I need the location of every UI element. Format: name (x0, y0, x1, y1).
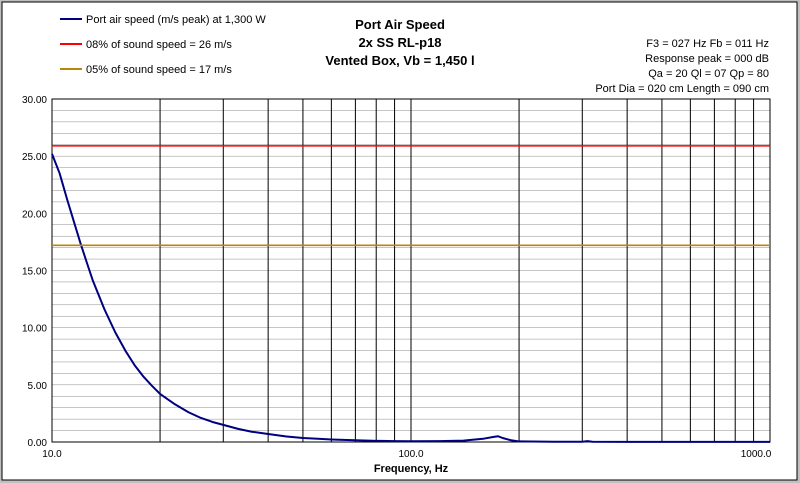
info-line-3: Port Dia = 020 cm Length = 090 cm (595, 83, 769, 95)
y-tick-label: 15.00 (22, 267, 47, 278)
y-tick-label: 5.00 (28, 381, 48, 392)
x-tick-label: 10.0 (42, 449, 62, 460)
info-box: F3 = 027 Hz Fb = 011 Hz Response peak = 0… (595, 38, 769, 95)
grid-lines (52, 99, 770, 442)
info-line-1: Response peak = 000 dB (645, 53, 769, 65)
legend-entry-1: 08% of sound speed = 26 m/s (86, 39, 232, 51)
legend-entry-2: 05% of sound speed = 17 m/s (86, 64, 232, 76)
x-axis-label: Frequency, Hz (374, 463, 449, 475)
y-tick-label: 30.00 (22, 95, 47, 106)
y-tick-labels: 0.00 5.00 10.00 15.00 20.00 25.00 30.00 (22, 95, 47, 449)
title-line-1: 2x SS RL-p18 (358, 35, 441, 50)
series-line-0 (51, 153, 770, 443)
chart-title: Port Air Speed 2x SS RL-p18 Vented Box, Vb… (325, 17, 474, 68)
info-line-0: F3 = 027 Hz Fb = 011 Hz (646, 38, 769, 50)
legend-entry-0: Port air speed (m/s peak) at 1,300 W (86, 14, 266, 26)
info-line-2: Qa = 20 Ql = 07 Qp = 80 (648, 68, 769, 80)
x-tick-label: 1000.0 (741, 449, 772, 460)
y-tick-label: 20.00 (22, 209, 47, 220)
y-tick-label: 25.00 (22, 152, 47, 163)
y-tick-label: 10.00 (22, 324, 47, 335)
series-group (51, 145, 770, 443)
x-tick-labels: 10.0 100.0 1000.0 (42, 449, 771, 460)
title-line-2: Vented Box, Vb = 1,450 l (325, 53, 474, 68)
y-tick-label: 0.00 (28, 438, 48, 449)
legend: Port air speed (m/s peak) at 1,300 W 08% … (60, 14, 266, 76)
x-tick-label: 100.0 (398, 449, 423, 460)
title-line-0: Port Air Speed (355, 17, 445, 32)
